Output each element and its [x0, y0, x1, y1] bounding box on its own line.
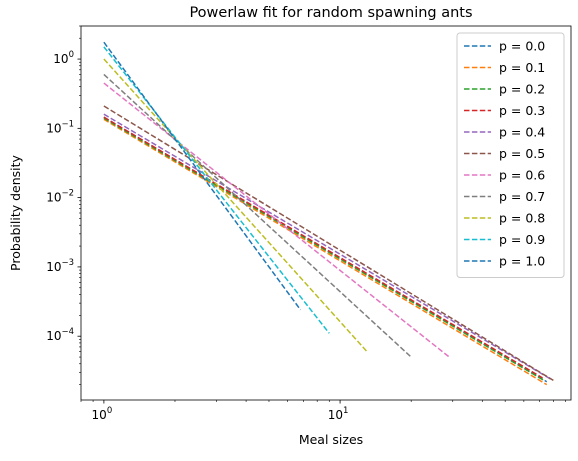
x-axis: 100 101	[80, 400, 566, 422]
legend-label: p = 0.0	[499, 39, 545, 54]
legend-label: p = 0.2	[499, 82, 545, 97]
y-axis: 10−4 10−3 10−2 10−1 100	[46, 25, 81, 385]
series-line-6	[103, 82, 450, 358]
y-tick-label: 100	[53, 50, 74, 66]
legend-label: p = 0.6	[499, 168, 545, 183]
legend-box	[456, 32, 565, 278]
plot-lines	[103, 41, 554, 386]
legend-label: p = 0.8	[499, 211, 545, 226]
legend-label: p = 1.0	[499, 254, 545, 269]
x-tick-label: 101	[328, 406, 349, 422]
x-axis-label: Meal sizes	[299, 432, 363, 447]
legend: p = 0.0 p = 0.1 p = 0.2 p = 0.3 p = 0.4 p = 0…	[456, 32, 565, 278]
series-line-2	[103, 117, 545, 382]
legend-label: p = 0.7	[499, 189, 545, 204]
series-line-1	[103, 118, 548, 386]
x-tick-label: 100	[92, 406, 113, 422]
series-line-5	[103, 105, 554, 382]
series-line-7	[103, 73, 412, 358]
y-axis-label: Probability density	[8, 154, 23, 270]
legend-label: p = 0.3	[499, 103, 545, 118]
series-line-10	[103, 41, 302, 311]
legend-label: p = 0.4	[499, 125, 545, 140]
legend-label: p = 0.5	[499, 146, 545, 161]
y-tick-label: 10−4	[46, 327, 74, 343]
y-tick-label: 10−1	[46, 119, 74, 135]
chart-title: Powerlaw fit for random spawning ants	[189, 5, 472, 21]
legend-label: p = 0.1	[499, 60, 545, 75]
y-tick-label: 10−3	[46, 258, 74, 274]
series-line-8	[103, 58, 368, 353]
series-line-3	[103, 116, 543, 379]
legend-label: p = 0.9	[499, 232, 545, 247]
y-tick-label: 10−2	[46, 189, 74, 205]
